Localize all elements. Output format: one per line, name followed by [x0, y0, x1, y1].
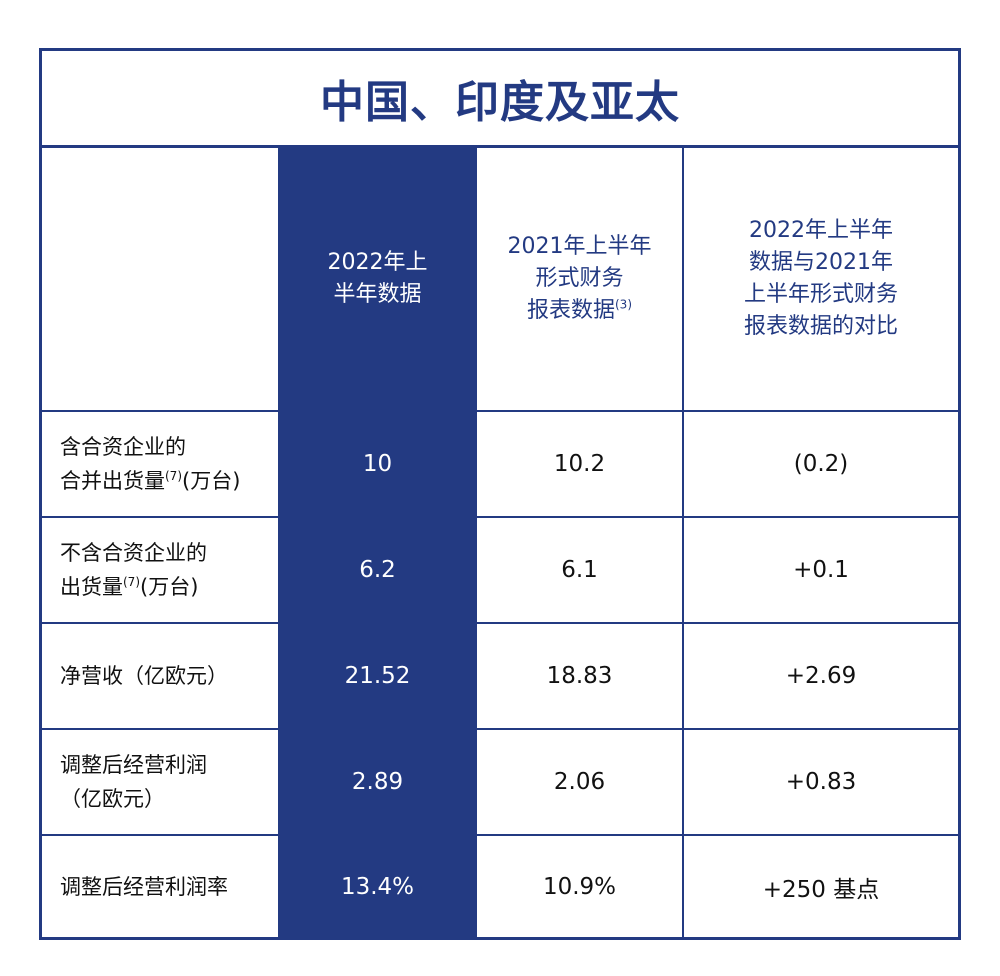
value-2021h1: 10.9%: [542, 873, 617, 900]
value-2022h1: 2.89: [351, 769, 404, 795]
highlight-column-bg: [279, 148, 475, 937]
divider: [475, 148, 477, 937]
header-2021h1-line2: 形式财务: [535, 266, 624, 291]
row-label-line: 净营收（亿欧元）: [60, 664, 228, 688]
value-2021h1: 2.06: [553, 769, 606, 795]
header-2021h1-line1: 2021年上半年: [507, 234, 652, 259]
row-label-shipments-excl-jv: 不含合资企业的 出货量(7)(万台): [42, 518, 278, 622]
divider: [42, 728, 958, 730]
row-label-adjusted-operating-margin: 调整后经营利润率: [42, 836, 278, 937]
table-cell: 21.52: [280, 624, 475, 728]
table-cell: (0.2): [684, 412, 958, 516]
table-cell: 10.9%: [477, 836, 682, 937]
footnote-ref-7: (7): [165, 469, 182, 483]
table-cell: +2.69: [684, 624, 958, 728]
table-cell: 10.2: [477, 412, 682, 516]
header-comparison-line2: 数据与2021年: [748, 250, 893, 275]
header-empty-cell: [42, 148, 278, 410]
divider: [42, 516, 958, 518]
value-2021h1: 18.83: [546, 663, 613, 689]
row-label-line: 合并出货量: [60, 469, 165, 493]
header-comparison-line1: 2022年上半年: [748, 218, 893, 243]
value-change: +2.69: [785, 663, 857, 689]
table-cell: 18.83: [477, 624, 682, 728]
row-label-line: 不含合资企业的: [60, 541, 207, 565]
row-label-net-revenue: 净营收（亿欧元）: [42, 624, 278, 728]
header-comparison: 2022年上半年 数据与2021年 上半年形式财务 报表数据的对比: [684, 148, 958, 410]
header-2021h1-line3: 报表数据: [526, 298, 615, 323]
divider: [42, 834, 958, 836]
value-2022h1: 21.52: [344, 663, 411, 689]
value-2022h1: 13.4%: [340, 873, 415, 900]
row-label-unit: （亿欧元）: [60, 787, 165, 811]
value-change: +250 基点: [762, 876, 880, 903]
divider: [682, 148, 684, 937]
row-label-unit: (万台): [182, 469, 241, 493]
divider: [278, 148, 280, 937]
table-cell: 6.1: [477, 518, 682, 622]
value-2021h1: 10.2: [553, 451, 606, 477]
results-table: 中国、印度及亚太 2022年上 半年数据 2021年上半年 形式财务 报表数据(…: [39, 48, 961, 940]
value-change: +0.1: [793, 557, 849, 583]
row-label-line: 调整后经营利润率: [60, 874, 228, 899]
header-2022h1: 2022年上 半年数据: [280, 148, 475, 410]
table-cell: +0.1: [684, 518, 958, 622]
divider: [42, 410, 958, 412]
table-cell: +0.83: [684, 730, 958, 834]
value-2022h1: 6.2: [359, 557, 396, 583]
table-title: 中国、印度及亚太: [320, 77, 680, 128]
row-label-unit: (万台): [140, 575, 199, 599]
row-label-line: 调整后经营利润: [60, 753, 207, 777]
value-2022h1: 10: [362, 451, 393, 477]
table-cell: 2.89: [280, 730, 475, 834]
header-comparison-line3: 上半年形式财务: [743, 282, 898, 307]
header-2021h1-proforma: 2021年上半年 形式财务 报表数据(3): [477, 148, 682, 410]
row-label-adjusted-operating-income: 调整后经营利润 （亿欧元）: [42, 730, 278, 834]
header-2022h1-line2: 半年数据: [333, 282, 422, 307]
divider: [42, 622, 958, 624]
table-cell: 6.2: [280, 518, 475, 622]
value-2021h1: 6.1: [561, 557, 598, 583]
table-cell: 13.4%: [280, 836, 475, 937]
table-title-row: 中国、印度及亚太: [42, 51, 958, 148]
table-cell: +250 基点: [684, 836, 958, 937]
row-label-line: 含合资企业的: [60, 435, 186, 459]
value-change: +0.83: [785, 769, 857, 795]
footnote-ref-7: (7): [123, 575, 140, 589]
table-cell: 10: [280, 412, 475, 516]
row-label-line: 出货量: [60, 575, 123, 599]
footnote-ref-3: (3): [615, 297, 632, 312]
header-2022h1-line1: 2022年上: [327, 250, 428, 275]
header-comparison-line4: 报表数据的对比: [743, 314, 898, 339]
row-label-consolidated-shipments: 含合资企业的 合并出货量(7)(万台): [42, 412, 278, 516]
table-cell: 2.06: [477, 730, 682, 834]
value-change: (0.2): [793, 451, 849, 477]
